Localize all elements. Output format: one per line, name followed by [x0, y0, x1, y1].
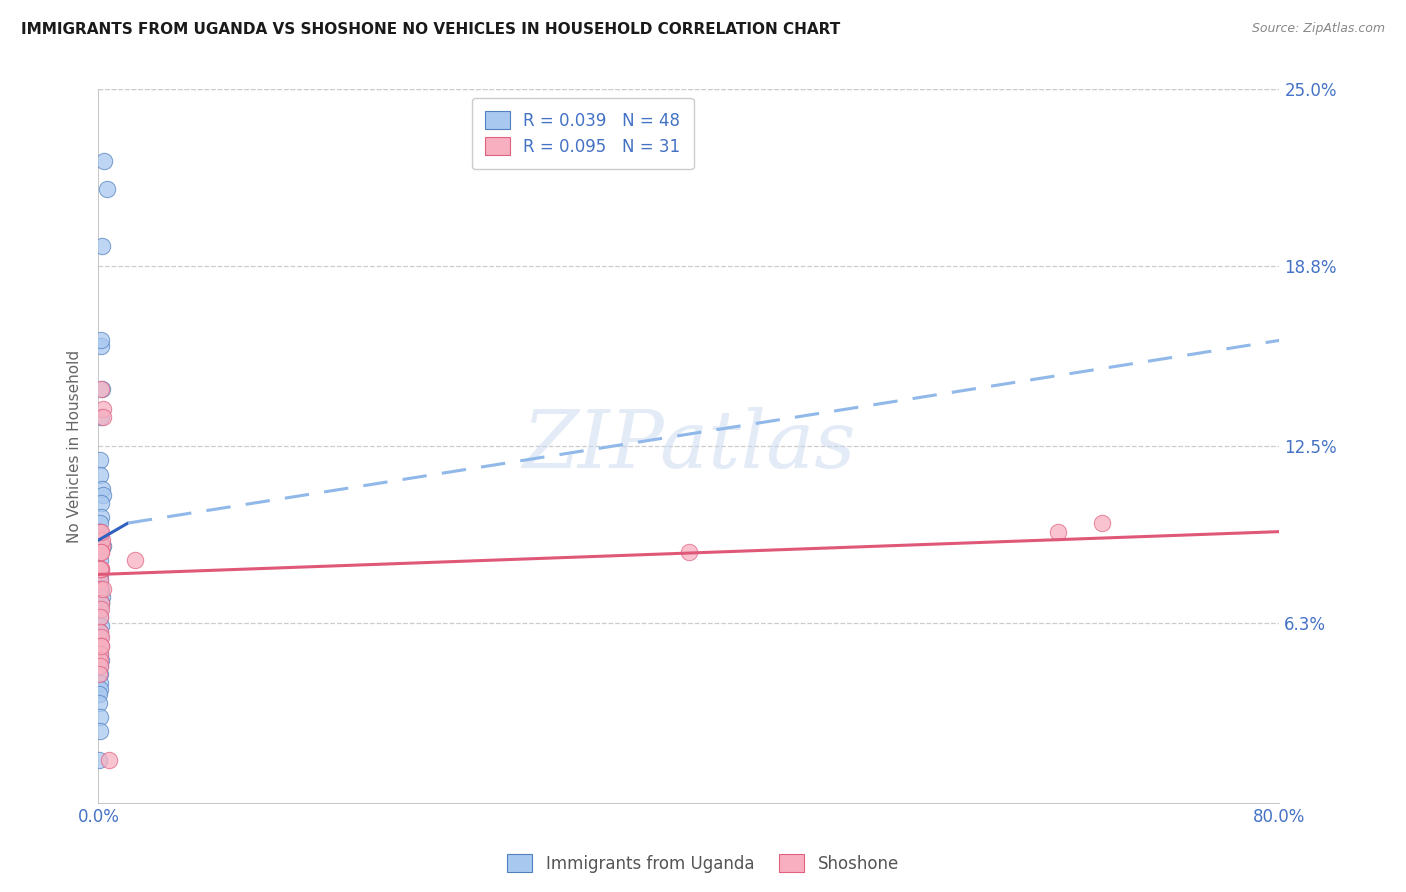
Point — [90, 510, 112, 524]
Point — [89, 639, 111, 653]
Point — [89, 533, 111, 548]
Text: Source: ZipAtlas.com: Source: ZipAtlas.com — [1251, 22, 1385, 36]
Point — [90, 562, 112, 576]
Point — [91, 401, 114, 416]
Point — [90, 601, 112, 615]
Point — [90, 596, 112, 610]
Point — [89, 582, 111, 596]
Point — [89, 630, 111, 644]
Point — [90, 619, 112, 633]
Point — [90, 562, 112, 576]
Point — [89, 653, 111, 667]
Point — [90, 544, 112, 558]
Point — [1046, 524, 1069, 539]
Point — [89, 610, 111, 624]
Point — [89, 573, 111, 587]
Point — [89, 648, 111, 662]
Point — [89, 553, 111, 567]
Point — [89, 467, 111, 482]
Point — [89, 667, 111, 681]
Point — [89, 567, 111, 582]
Point — [90, 539, 112, 553]
Text: ZIPatlas: ZIPatlas — [522, 408, 856, 484]
Point — [124, 553, 146, 567]
Point — [1091, 516, 1114, 530]
Point — [97, 753, 120, 767]
Point — [90, 582, 112, 596]
Legend: Immigrants from Uganda, Shoshone: Immigrants from Uganda, Shoshone — [501, 847, 905, 880]
Point — [89, 658, 111, 673]
Y-axis label: No Vehicles in Household: No Vehicles in Household — [67, 350, 83, 542]
Point — [89, 724, 111, 739]
Point — [90, 596, 112, 610]
Point — [90, 524, 112, 539]
Point — [90, 639, 112, 653]
Point — [89, 562, 111, 576]
Point — [91, 533, 114, 548]
Point — [89, 676, 111, 690]
Point — [89, 582, 111, 596]
Point — [90, 410, 112, 425]
Point — [89, 544, 111, 558]
Point — [89, 624, 111, 639]
Point — [90, 596, 112, 610]
Point — [90, 496, 112, 510]
Point — [89, 696, 111, 710]
Point — [90, 653, 112, 667]
Point — [91, 482, 114, 496]
Point — [89, 681, 111, 696]
Point — [90, 630, 112, 644]
Point — [91, 582, 114, 596]
Point — [89, 516, 111, 530]
Legend: R = 0.039   N = 48, R = 0.095   N = 31: R = 0.039 N = 48, R = 0.095 N = 31 — [471, 97, 693, 169]
Point — [89, 624, 111, 639]
Point — [89, 667, 111, 681]
Point — [96, 182, 118, 196]
Point — [89, 658, 111, 673]
Point — [89, 639, 111, 653]
Point — [91, 239, 114, 253]
Point — [90, 339, 112, 353]
Point — [89, 530, 111, 544]
Point — [89, 524, 111, 539]
Point — [90, 382, 112, 396]
Point — [89, 524, 111, 539]
Point — [89, 610, 111, 624]
Point — [678, 544, 700, 558]
Point — [89, 524, 111, 539]
Point — [91, 539, 114, 553]
Point — [90, 544, 112, 558]
Point — [89, 687, 111, 701]
Point — [90, 591, 112, 605]
Point — [90, 639, 112, 653]
Point — [91, 410, 114, 425]
Point — [89, 601, 111, 615]
Point — [89, 753, 111, 767]
Point — [89, 648, 111, 662]
Point — [93, 153, 115, 168]
Point — [90, 334, 112, 348]
Point — [90, 382, 112, 396]
Text: IMMIGRANTS FROM UGANDA VS SHOSHONE NO VEHICLES IN HOUSEHOLD CORRELATION CHART: IMMIGRANTS FROM UGANDA VS SHOSHONE NO VE… — [21, 22, 841, 37]
Point — [89, 562, 111, 576]
Point — [89, 710, 111, 724]
Point — [89, 573, 111, 587]
Point — [89, 573, 111, 587]
Point — [91, 487, 114, 501]
Point — [89, 453, 111, 467]
